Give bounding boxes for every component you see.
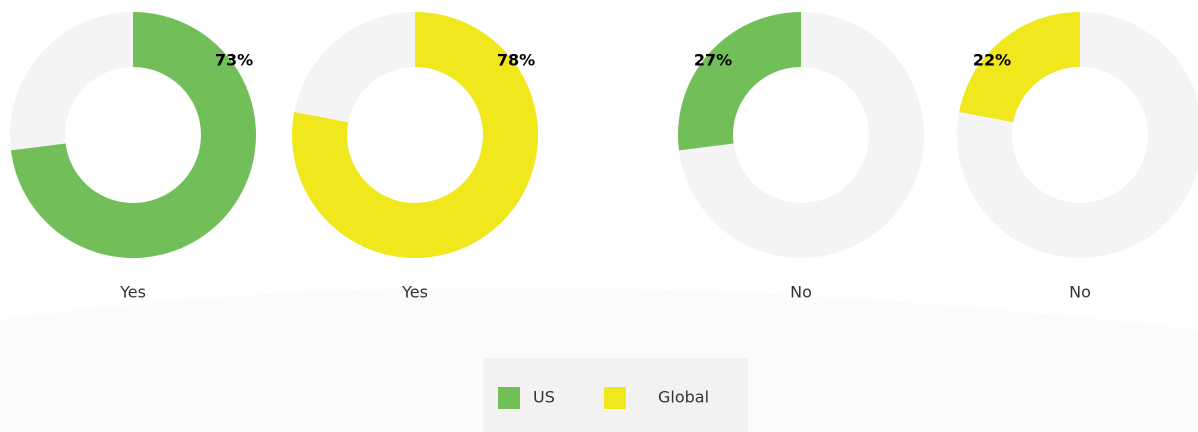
legend-label: Global bbox=[658, 388, 709, 407]
value-label: 78% bbox=[497, 51, 535, 70]
legend-swatch bbox=[498, 387, 520, 409]
category-label: Yes bbox=[119, 283, 146, 302]
legend-swatch bbox=[604, 387, 626, 409]
value-label: 22% bbox=[973, 51, 1011, 70]
donut-segment bbox=[678, 12, 801, 151]
category-label: No bbox=[790, 283, 812, 302]
donut-segment bbox=[292, 11, 539, 259]
donut-segment bbox=[959, 12, 1080, 123]
legend-label: US bbox=[533, 388, 555, 407]
value-label: 27% bbox=[694, 51, 732, 70]
donut-segment bbox=[10, 12, 256, 258]
category-label: No bbox=[1069, 283, 1091, 302]
value-label: 73% bbox=[215, 51, 253, 70]
category-label: Yes bbox=[401, 283, 428, 302]
